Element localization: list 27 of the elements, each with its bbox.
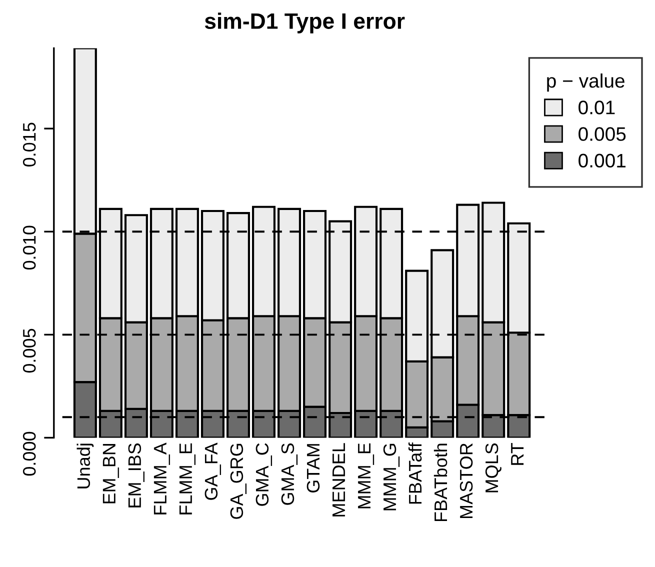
x-tick-label: EM_IBS <box>128 443 144 508</box>
x-tick-label: FLMM_A <box>154 442 170 514</box>
legend-label: 0.001 <box>578 154 626 168</box>
x-tick-label: MMM_G <box>383 444 400 510</box>
x-tick-label: FBATaff <box>408 442 422 504</box>
y-tick-label: 0.005 <box>22 328 36 373</box>
x-tick-label: Unadj <box>76 444 94 488</box>
y-tick-label: 0.010 <box>22 226 36 270</box>
legend-title: p − value <box>547 73 624 92</box>
x-tick-label: MMM_E <box>358 443 374 508</box>
x-tick-label: GMA_C <box>256 443 272 506</box>
x-tick-label: RT <box>511 442 524 465</box>
x-tick-label: FBATboth <box>434 444 448 522</box>
legend-label: 0.005 <box>578 127 626 141</box>
x-tick-label: MASTOR <box>460 443 473 518</box>
x-tick-label: EM_BN <box>102 444 119 504</box>
x-tick-label: GMA_S <box>281 443 298 505</box>
x-tick-label: MQLS <box>485 443 502 492</box>
y-tick-label: 0.000 <box>22 432 36 476</box>
x-tick-label: GTAM <box>306 444 320 492</box>
x-tick-label: MENDEL <box>332 443 345 516</box>
x-tick-label: GA_FA <box>204 442 221 500</box>
y-tick-label: 0.015 <box>22 122 36 167</box>
legend-label: 0.01 <box>578 100 615 114</box>
chart-title: sim-D1 Type I error <box>204 12 405 34</box>
x-tick-label: FLMM_E <box>179 443 196 514</box>
x-tick-label: GA_GRG <box>230 444 247 519</box>
